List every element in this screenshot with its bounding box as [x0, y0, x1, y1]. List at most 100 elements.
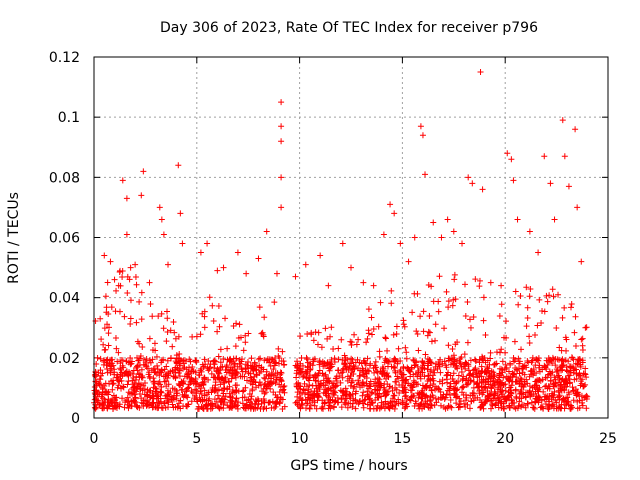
data-point: [272, 380, 279, 387]
data-point: [154, 393, 161, 400]
data-point: [163, 338, 170, 345]
data-point: [164, 387, 171, 394]
data-point: [482, 396, 489, 403]
data-point: [497, 365, 504, 372]
data-point: [170, 404, 177, 411]
data-point: [138, 289, 145, 296]
data-point: [222, 374, 229, 381]
data-point: [392, 369, 399, 376]
data-point: [123, 231, 130, 238]
data-point: [197, 249, 204, 256]
data-point: [232, 343, 239, 350]
data-point: [447, 383, 454, 390]
data-point: [239, 400, 246, 407]
x-axis-label: GPS time / hours: [290, 458, 407, 474]
data-point: [463, 360, 470, 367]
data-point: [511, 404, 518, 411]
data-point: [404, 396, 411, 403]
data-point: [189, 368, 196, 375]
data-point: [138, 374, 145, 381]
data-point: [244, 377, 251, 384]
data-point: [236, 321, 243, 328]
data-point: [374, 369, 381, 376]
data-point: [567, 405, 574, 412]
data-point: [292, 399, 299, 406]
data-point: [206, 364, 213, 371]
data-point: [461, 351, 468, 358]
data-point: [185, 401, 192, 408]
data-point: [376, 376, 383, 383]
data-point: [461, 281, 468, 288]
data-point: [527, 368, 534, 375]
data-point: [493, 400, 500, 407]
data-point: [328, 387, 335, 394]
data-point: [231, 360, 238, 367]
data-point: [576, 356, 583, 363]
data-point: [476, 283, 483, 290]
data-point: [580, 383, 587, 390]
data-point: [511, 338, 518, 345]
data-point: [135, 370, 142, 377]
data-point: [465, 367, 472, 374]
data-point: [499, 358, 506, 365]
data-point: [211, 364, 218, 371]
data-point: [117, 365, 124, 372]
data-point: [165, 399, 172, 406]
data-point: [331, 355, 338, 362]
data-point: [569, 354, 576, 361]
data-point: [444, 387, 451, 394]
data-point: [91, 372, 98, 379]
data-point: [491, 392, 498, 399]
data-point: [410, 392, 417, 399]
data-point: [553, 324, 560, 331]
data-point: [353, 399, 360, 406]
data-point: [268, 404, 275, 411]
data-point: [532, 332, 539, 339]
data-point: [193, 379, 200, 386]
data-point: [196, 372, 203, 379]
data-point: [480, 294, 487, 301]
data-point: [552, 356, 559, 363]
data-point: [150, 375, 157, 382]
data-point: [100, 357, 107, 364]
data-point: [183, 388, 190, 395]
data-point: [297, 383, 304, 390]
data-point: [499, 367, 506, 374]
data-point: [220, 264, 227, 271]
data-point: [127, 361, 134, 368]
data-point: [409, 309, 416, 316]
data-point: [233, 395, 240, 402]
data-point: [365, 306, 372, 313]
data-point: [359, 400, 366, 407]
data-point: [334, 395, 341, 402]
data-point: [374, 375, 381, 382]
data-point: [494, 386, 501, 393]
data-point: [506, 378, 513, 385]
data-point: [133, 319, 140, 326]
data-point: [435, 298, 442, 305]
data-point: [478, 373, 485, 380]
data-point: [367, 405, 374, 412]
data-point: [147, 300, 154, 307]
data-point: [226, 404, 233, 411]
data-point: [271, 299, 278, 306]
data-point: [402, 386, 409, 393]
data-point: [371, 386, 378, 393]
data-point: [281, 361, 288, 368]
data-point: [226, 390, 233, 397]
data-point: [140, 382, 147, 389]
data-point: [479, 356, 486, 363]
data-point: [208, 370, 215, 377]
data-point: [360, 379, 367, 386]
data-point: [502, 361, 509, 368]
data-point: [264, 382, 271, 389]
data-point: [324, 378, 331, 385]
data-point: [306, 405, 313, 412]
data-point: [552, 380, 559, 387]
data-point: [398, 371, 405, 378]
data-point: [506, 392, 513, 399]
data-point: [410, 356, 417, 363]
data-point: [104, 399, 111, 406]
data-points: [91, 69, 591, 412]
data-point: [140, 356, 147, 363]
